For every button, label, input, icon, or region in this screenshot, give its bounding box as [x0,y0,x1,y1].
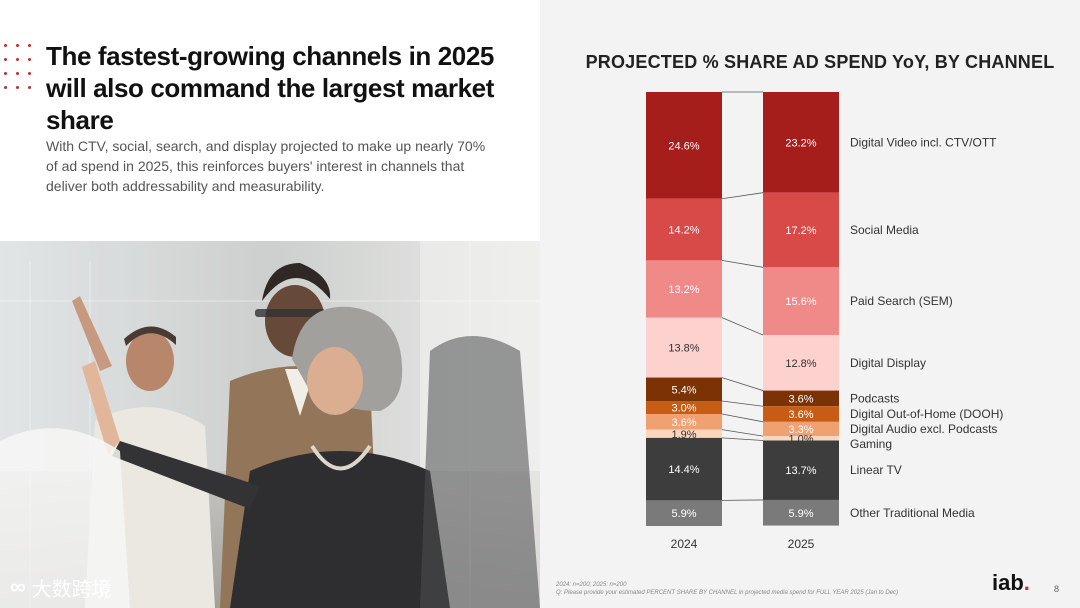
page-number: 8 [1054,584,1060,594]
bar-segment [763,92,839,193]
connector-line [721,317,764,336]
bar-segment [646,198,722,261]
bar-value-label: 13.2% [668,284,699,296]
team-photo [0,241,540,608]
legend-label: Digital Out-of-Home (DOOH) [850,407,1003,421]
legend-label: Linear TV [850,463,902,477]
bar-segment [763,499,839,526]
watermark-logo-icon: ∞ [10,574,26,599]
bar-segment [763,440,839,500]
bar-segment [763,335,839,391]
bar-value-label: 3.6% [671,417,696,429]
connector-line [721,192,764,200]
bar-segment [763,192,839,268]
bar-segment [763,406,839,422]
bar-segment [646,429,722,438]
bar-value-label: 14.2% [668,225,699,237]
watermark: ∞ 大数跨境 [10,572,170,602]
x-tick-label: 2024 [671,537,698,551]
slide-headline: The fastest-growing channels in 2025 wil… [46,41,494,135]
bar-segment [763,421,839,437]
bar-segment [646,500,722,526]
left-panel: The fastest-growing channels in 2025 wil… [0,41,540,608]
legend-label: Paid Search (SEM) [850,294,953,308]
bar-segment [646,401,722,415]
footnote-question: Q: Please provide your estimated PERCENT… [556,590,899,596]
bar-segment [646,317,722,378]
bar-segment [646,92,722,199]
iab-logo-text: iab [992,570,1024,595]
slide-subtext: With CTV, social, search, and display pr… [46,138,486,194]
bar-value-label: 5.9% [788,508,813,520]
bar-segment [646,437,722,501]
bar-segment [763,390,839,407]
legend-label: Digital Display [850,356,926,370]
bar-value-label: 5.4% [671,384,696,396]
chart-title: PROJECTED % SHARE AD SPEND YoY, BY CHANN… [585,52,1055,72]
connector-line [721,437,764,441]
legend-label: Social Media [850,223,919,237]
legend-label: Other Traditional Media [850,506,975,520]
legend-label: Gaming [850,437,892,451]
decorative-dots [4,44,38,96]
iab-logo: iab. [992,570,1030,596]
bar-segment [763,267,839,336]
legend-label: Podcasts [850,391,899,405]
connector-line [721,259,764,268]
legend-label: Digital Audio excl. Podcasts [850,422,997,436]
connector-line [721,400,764,407]
iab-logo-dot: . [1023,570,1030,595]
bar-segment [646,260,722,318]
bar-value-label: 24.6% [668,140,699,152]
bar-value-label: 5.9% [671,508,696,520]
bar-segment [646,377,722,402]
bar-value-label: 3.6% [788,409,813,421]
connector-line [721,377,764,391]
bar-segment [646,414,722,430]
bar-value-label: 3.6% [788,393,813,405]
bar-value-label: 12.8% [785,358,816,370]
bar-value-label: 14.4% [668,464,699,476]
bar-value-label: 15.6% [785,296,816,308]
bar-value-label: 13.8% [668,343,699,355]
x-tick-label: 2025 [788,537,815,551]
bar-value-label: 23.2% [785,137,816,149]
footnote-sample: 2024: n=200; 2025: n=200 [556,582,627,588]
bar-value-label: 1.9% [671,429,696,441]
legend-label: Digital Video incl. CTV/OTT [850,135,997,149]
bar-value-label: 3.3% [788,424,813,436]
bar-value-label: 3.0% [671,403,696,415]
footnote: 2024: n=200; 2025: n=200 Q: Please provi… [556,581,976,597]
bar-segment [763,436,839,441]
connector-line [721,429,764,437]
bar-value-label: 13.7% [785,465,816,477]
watermark-text: 大数跨境 [31,578,112,601]
bar-value-label: 17.2% [785,225,816,237]
connector-line [721,413,764,423]
